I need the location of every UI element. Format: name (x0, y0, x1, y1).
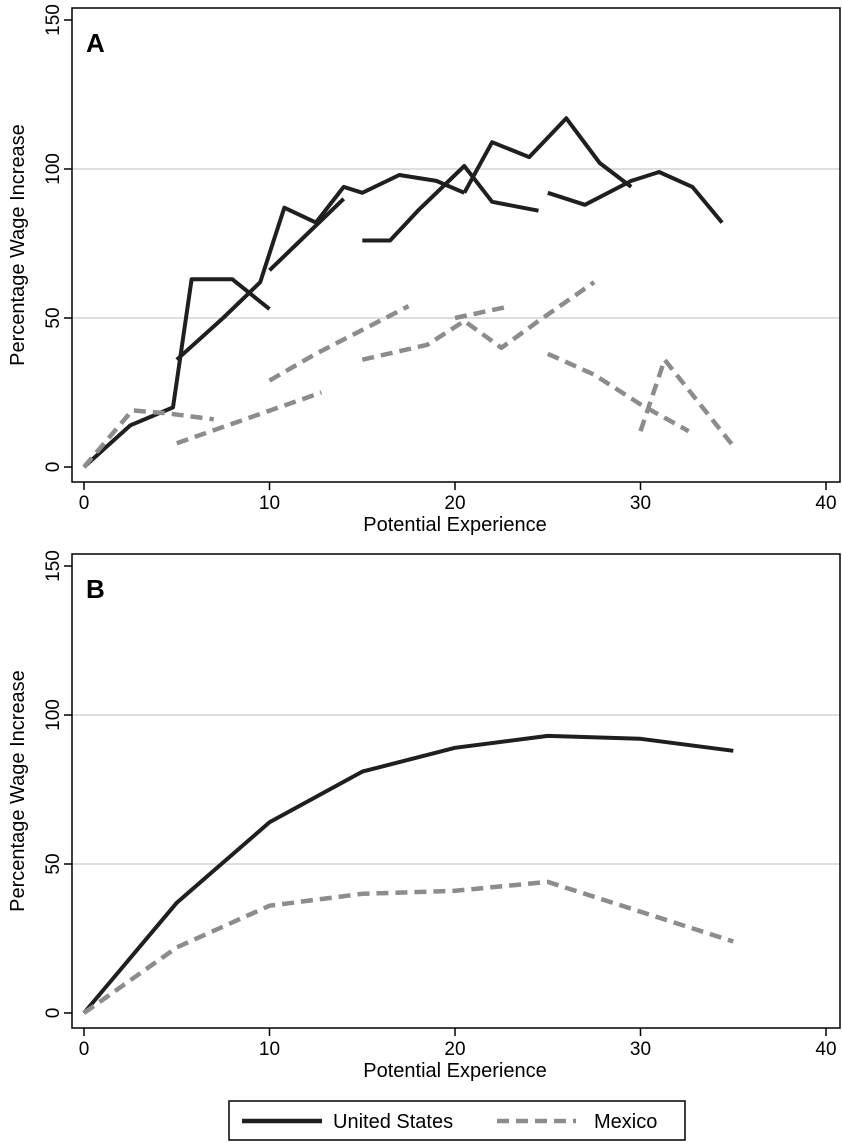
us-series-line (82, 733, 734, 1015)
y-axis-title: Percentage Wage Increase (7, 124, 29, 366)
x-tick-label: 20 (444, 1039, 465, 1060)
legend: United States Mexico (228, 1100, 686, 1141)
plot-frame (71, 7, 841, 483)
x-tick-label: 30 (630, 1039, 651, 1060)
panel-b: 0 10 20 30 40 0 50 100 150 Potential Experience Pe… (7, 550, 841, 1082)
mexico-series-line (176, 390, 323, 446)
x-tick-label: 10 (259, 493, 280, 514)
us-series-line (362, 164, 539, 243)
us-series-line (547, 170, 724, 224)
y-tick-label: 100 (43, 699, 64, 731)
mexico-series-line (82, 879, 734, 1015)
panel-label: B (86, 574, 105, 604)
legend-us-label: United States (333, 1111, 453, 1133)
panel-label: A (86, 28, 105, 58)
y-tick-label: 50 (43, 307, 64, 328)
us-series-line (82, 277, 271, 469)
mexico-series-line (546, 351, 690, 434)
mexico-series-line (82, 408, 215, 469)
y-tick-label: 0 (43, 462, 64, 473)
mexico-series-line (454, 303, 512, 321)
x-tick-label: 10 (259, 1039, 280, 1060)
x-axis-title: Potential Experience (363, 514, 546, 536)
mexico-series-line (638, 357, 736, 448)
y-tick-label: 0 (43, 1008, 64, 1019)
us-series-line (462, 116, 633, 194)
x-tick-label: 30 (630, 493, 651, 514)
us-series-line (268, 197, 346, 272)
x-tick-label: 20 (444, 493, 465, 514)
us-series-line (175, 173, 466, 362)
x-tick-label: 40 (815, 493, 836, 514)
panel-a: 0 10 20 30 40 0 50 100 150 Potential Experience Pe… (7, 4, 841, 536)
x-tick-label: 40 (815, 1039, 836, 1060)
y-tick-label: 150 (43, 4, 64, 36)
y-tick-label: 100 (43, 153, 64, 185)
mexico-series-line (268, 304, 410, 383)
y-axis-title: Percentage Wage Increase (7, 670, 29, 912)
x-tick-label: 0 (79, 493, 90, 514)
y-tick-label: 150 (43, 550, 64, 582)
x-tick-label: 0 (79, 1039, 90, 1060)
y-tick-label: 50 (43, 853, 64, 874)
plot-frame (71, 553, 841, 1029)
x-axis-title: Potential Experience (363, 1060, 546, 1082)
legend-mexico-label: Mexico (594, 1111, 657, 1133)
mexico-series-line (361, 280, 596, 362)
